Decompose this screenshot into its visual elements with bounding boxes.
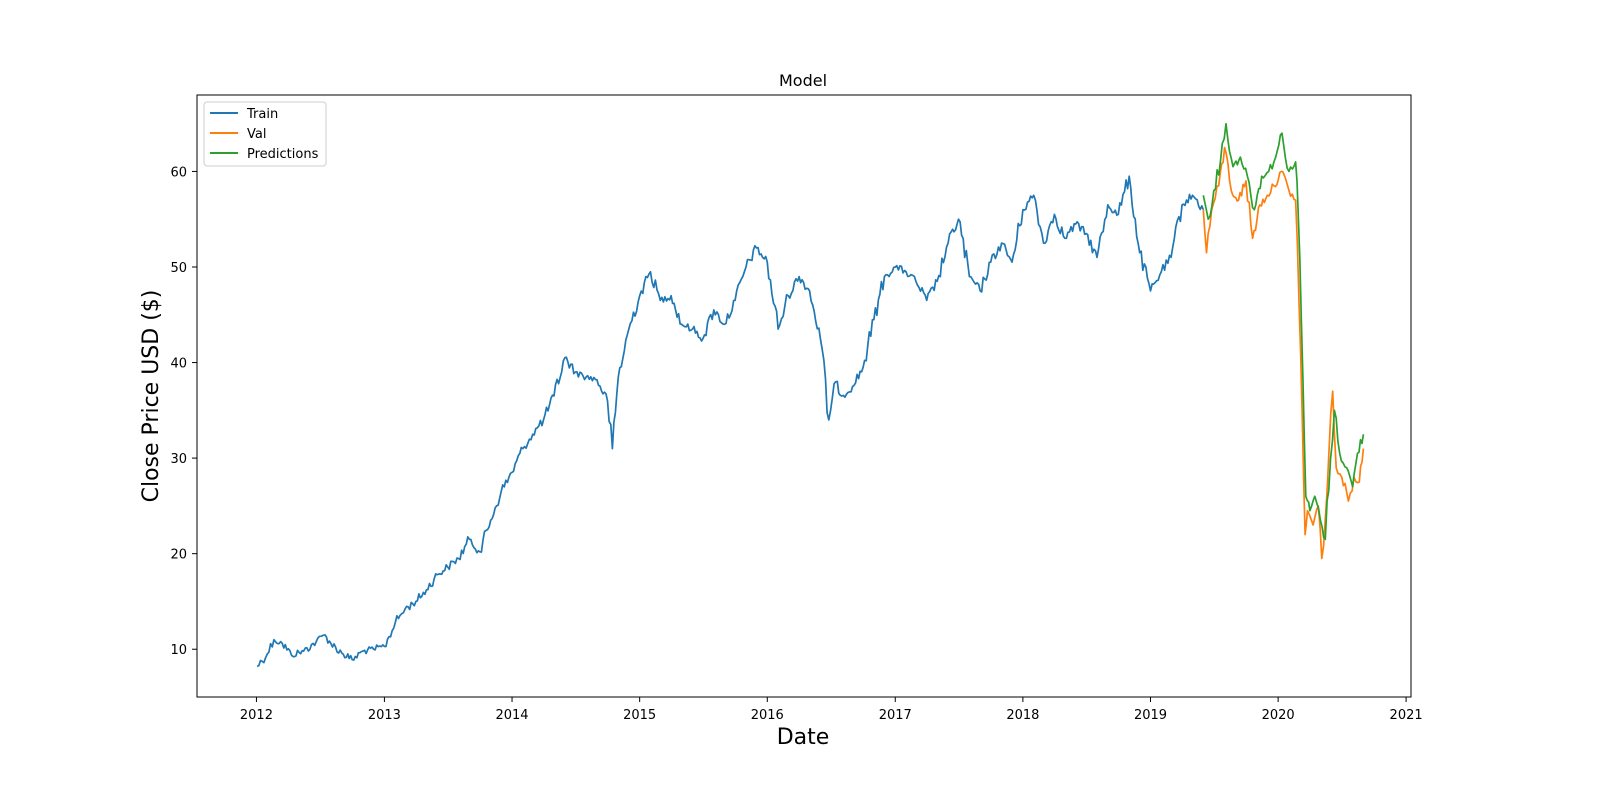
y-axis-label: Close Price USD ($) (139, 290, 164, 503)
x-axis-label: Date (777, 725, 830, 750)
y-tick-label: 50 (170, 261, 187, 276)
x-axis-ticks: 2012 2013 2014 2015 2016 2017 2018 2019 2020 2021 (240, 697, 1423, 723)
legend-box (203, 101, 327, 167)
y-tick-label: 20 (170, 548, 187, 563)
y-tick-label: 40 (170, 357, 187, 372)
series-line-val (1202, 146, 1365, 560)
series-line-predictions (1202, 122, 1365, 541)
series-line-train (256, 175, 1205, 668)
legend-label: Val (247, 127, 266, 142)
x-tick-label: 2019 (1134, 708, 1167, 723)
legend-label: Predictions (247, 147, 319, 162)
y-tick-label: 10 (170, 643, 187, 658)
y-tick-label: 60 (170, 165, 187, 180)
y-axis-ticks: 10 20 30 40 50 60 (170, 165, 197, 658)
x-tick-label: 2015 (623, 708, 656, 723)
legend-label: Train (246, 107, 278, 122)
chart-title: Model (779, 71, 827, 90)
x-tick-label: 2021 (1390, 708, 1423, 723)
x-tick-label: 2012 (240, 708, 273, 723)
series-lines (256, 122, 1365, 668)
x-tick-label: 2020 (1262, 708, 1295, 723)
legend: Train Val Predictions (203, 101, 327, 167)
x-tick-label: 2013 (368, 708, 401, 723)
x-tick-label: 2017 (879, 708, 912, 723)
y-tick-label: 30 (170, 452, 187, 467)
x-tick-label: 2014 (495, 708, 528, 723)
x-tick-label: 2016 (751, 708, 784, 723)
x-tick-label: 2018 (1006, 708, 1039, 723)
plot-area-frame (196, 94, 1412, 698)
